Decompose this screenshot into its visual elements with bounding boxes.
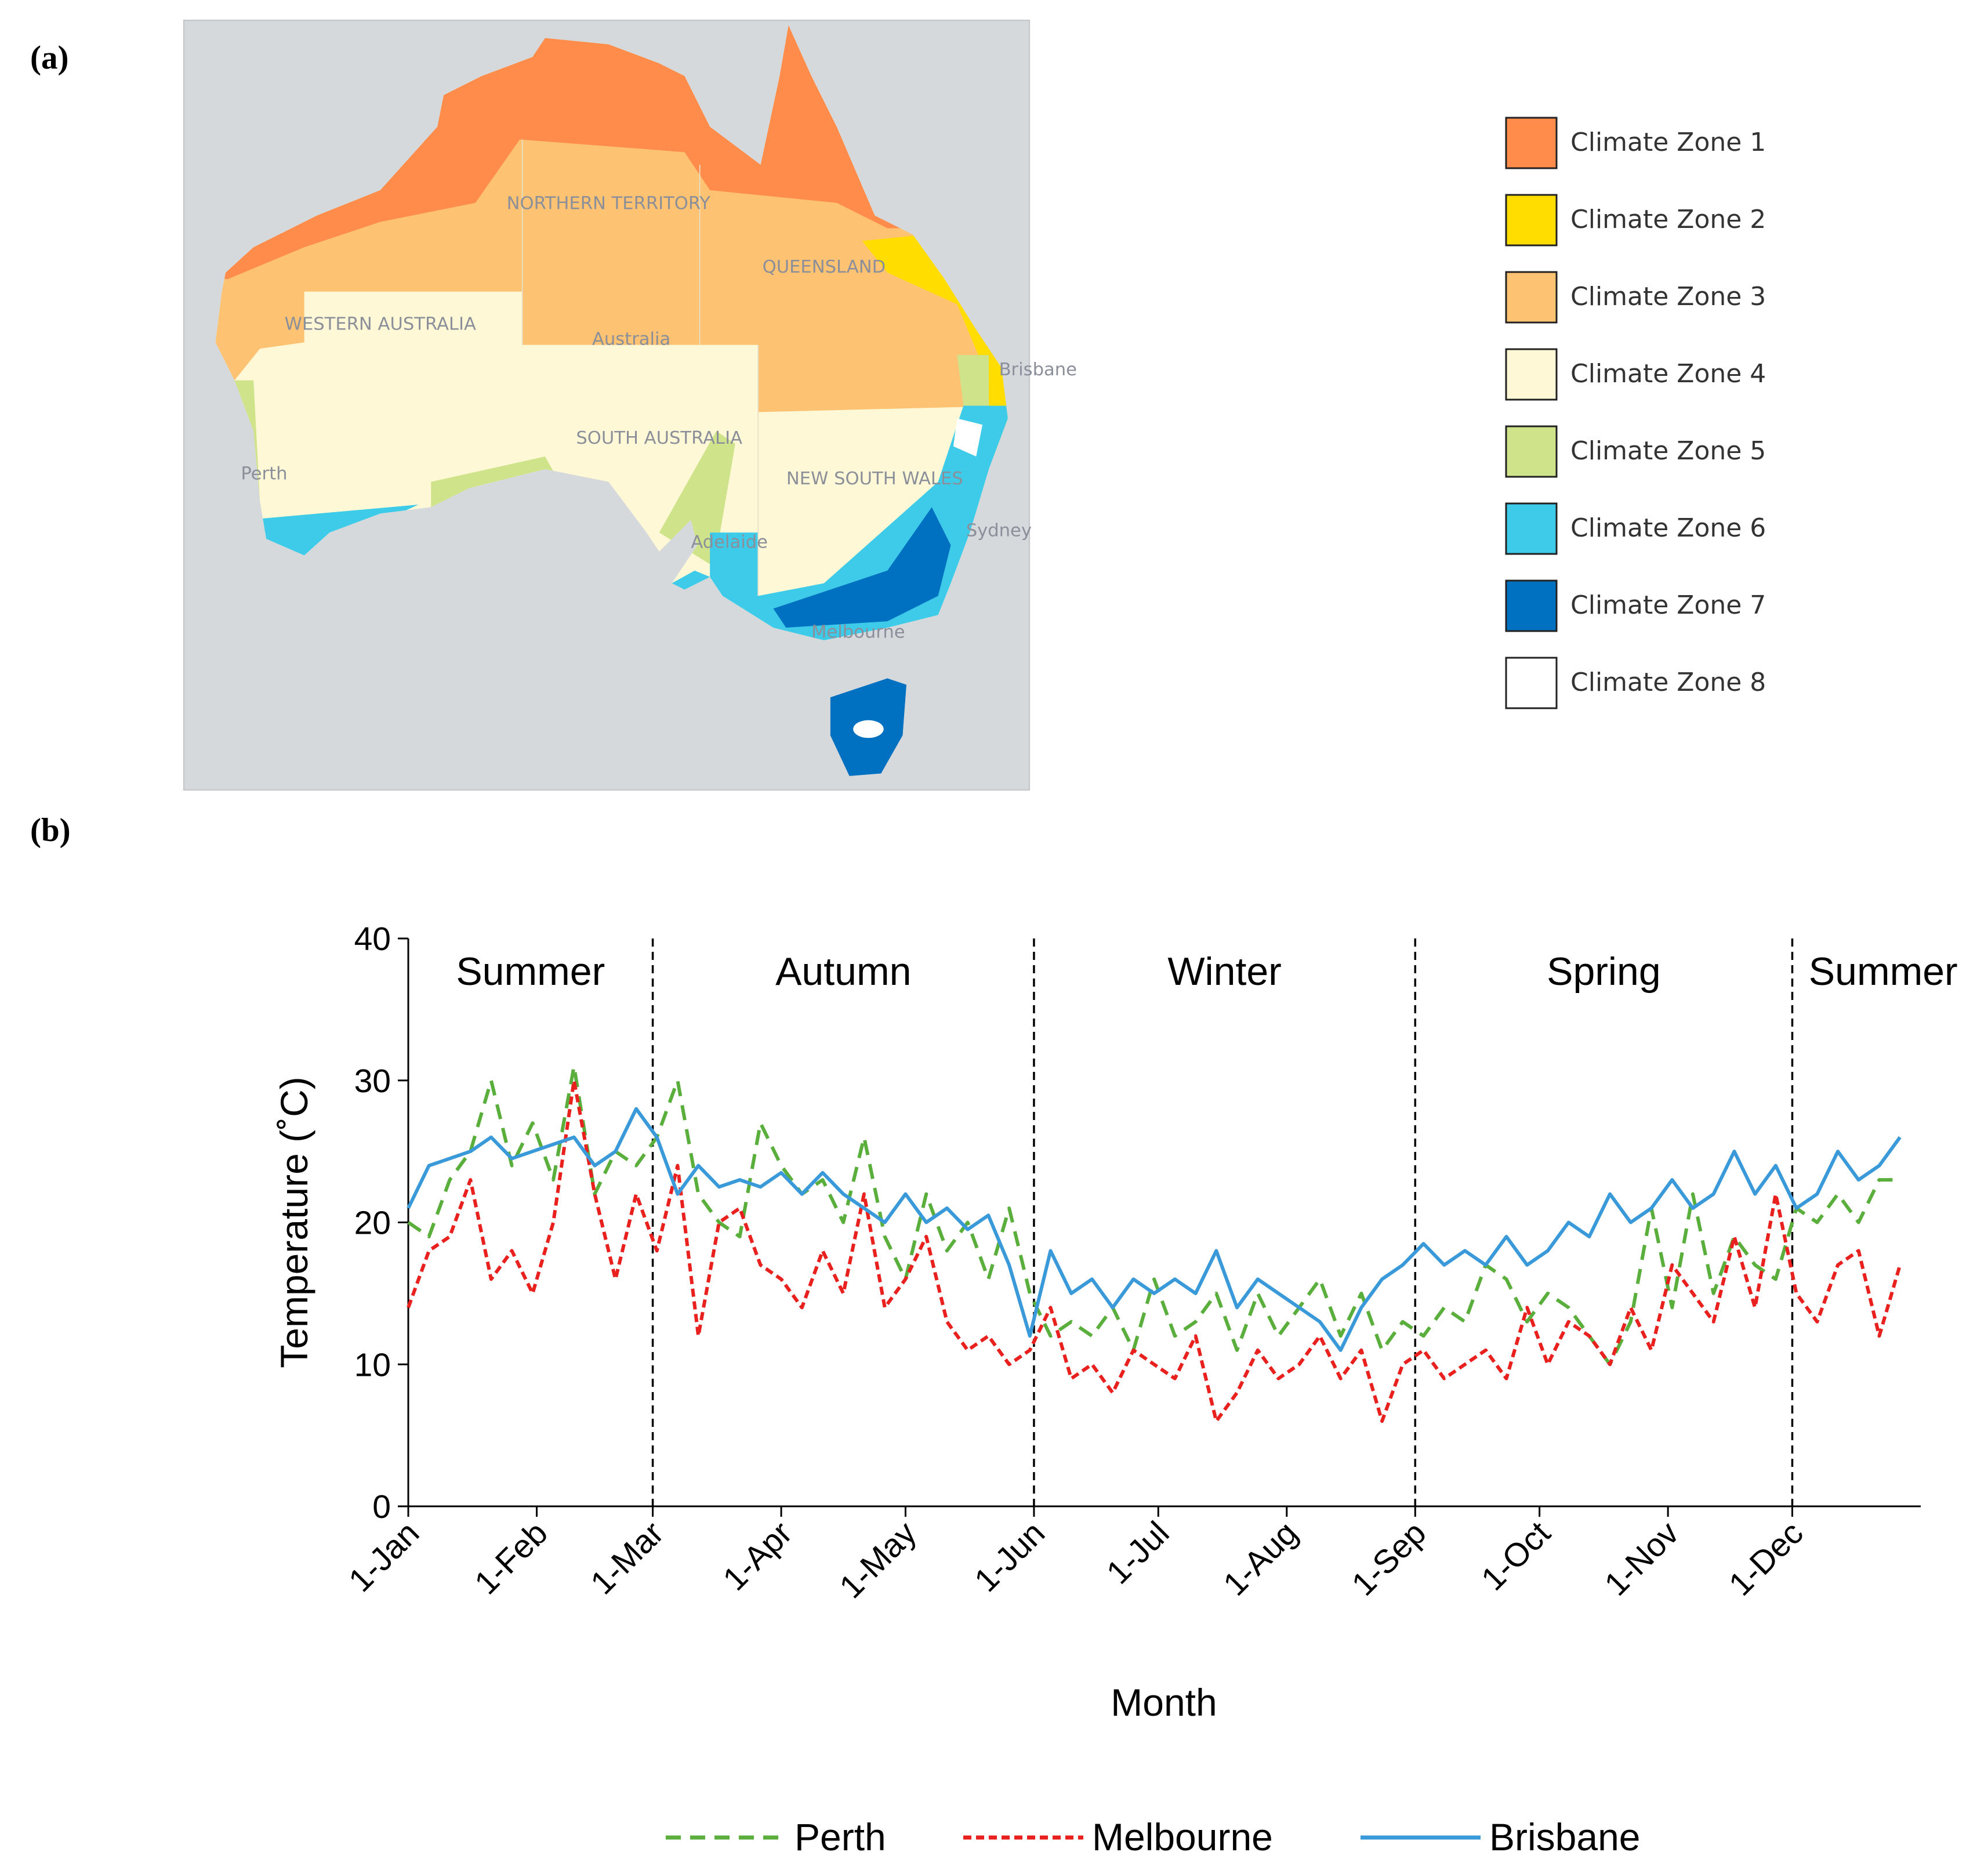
y-tick-label: 0 bbox=[372, 1488, 391, 1525]
map-label: NEW SOUTH WALES bbox=[786, 469, 963, 489]
legend-swatch bbox=[1505, 502, 1558, 555]
x-tick-label: 1-Feb bbox=[467, 1514, 555, 1602]
legend-label: Climate Zone 1 bbox=[1570, 128, 1766, 157]
legend-swatch bbox=[1505, 657, 1558, 709]
season-label: Summer bbox=[1809, 950, 1958, 994]
map-label: Brisbane bbox=[999, 360, 1077, 380]
x-tick-label: 1-Apr bbox=[716, 1514, 799, 1598]
x-tick-label: 1-Jul bbox=[1100, 1514, 1177, 1592]
x-tick-label: 1-Jan bbox=[342, 1514, 426, 1599]
season-label: Autumn bbox=[775, 950, 911, 994]
season-label: Winter bbox=[1167, 950, 1281, 994]
legend-label: Climate Zone 8 bbox=[1570, 668, 1766, 697]
map-label: Australia bbox=[592, 329, 670, 350]
map-label: Adelaide bbox=[691, 532, 768, 552]
y-tick-label: 10 bbox=[354, 1346, 391, 1383]
x-tick-label: 1-Dec bbox=[1722, 1514, 1811, 1603]
legend-label: Melbourne bbox=[1092, 1815, 1273, 1858]
map-label: Sydney bbox=[966, 521, 1032, 541]
map-label: Melbourne bbox=[811, 622, 905, 643]
x-tick-label: 1-Aug bbox=[1216, 1514, 1305, 1603]
panel-label: (a) bbox=[30, 39, 68, 76]
legend-label: Climate Zone 6 bbox=[1570, 513, 1766, 543]
map: WESTERN AUSTRALIA NORTHERN TERRITORY QUE… bbox=[183, 19, 1077, 791]
season-label: Spring bbox=[1547, 950, 1661, 994]
legend-label: Climate Zone 7 bbox=[1570, 590, 1766, 620]
legend-label: Climate Zone 4 bbox=[1570, 359, 1766, 389]
kangaroo-island bbox=[672, 570, 710, 590]
series-line bbox=[407, 1064, 1900, 1367]
legend-swatch bbox=[1505, 117, 1558, 169]
y-axis-title: Temperature (˚C) bbox=[273, 1077, 315, 1368]
panel-label: (b) bbox=[30, 812, 71, 849]
map-legend: Climate Zone 1 Climate Zone 2 Climate Zone… bbox=[1505, 117, 1766, 709]
y-tick-label: 30 bbox=[354, 1063, 391, 1100]
legend-swatch bbox=[1505, 348, 1558, 401]
y-tick-label: 40 bbox=[354, 920, 391, 958]
legend-swatch bbox=[1505, 579, 1558, 632]
legend-swatch bbox=[1505, 194, 1558, 247]
legend-swatch bbox=[1505, 271, 1558, 324]
chart: 0 10 20 30 40 1-Jan 1-Feb 1-Mar 1-Apr 1-May 1-Jun 1… bbox=[273, 920, 1958, 1858]
x-tick-label: 1-Jun bbox=[967, 1514, 1052, 1599]
legend-label: Climate Zone 3 bbox=[1570, 282, 1766, 311]
legend-label: Climate Zone 5 bbox=[1570, 436, 1766, 466]
map-label: QUEENSLAND bbox=[763, 257, 886, 277]
y-tick-label: 20 bbox=[354, 1205, 391, 1242]
legend-label: Climate Zone 2 bbox=[1570, 205, 1766, 234]
legend-label: Brisbane bbox=[1489, 1815, 1641, 1858]
series-line bbox=[407, 1107, 1902, 1352]
x-tick-label: 1-Mar bbox=[583, 1514, 671, 1602]
map-label: NORTHERN TERRITORY bbox=[507, 194, 711, 214]
map-label: Perth bbox=[241, 463, 287, 484]
series-line bbox=[407, 1078, 1902, 1423]
tasmania-highland bbox=[853, 720, 884, 738]
x-tick-label: 1-May bbox=[832, 1514, 924, 1606]
x-tick-label: 1-Sep bbox=[1345, 1514, 1434, 1603]
season-label: Summer bbox=[456, 950, 605, 994]
legend-swatch bbox=[1505, 425, 1558, 478]
x-tick-label: 1-Oct bbox=[1474, 1514, 1558, 1598]
legend-label: Perth bbox=[795, 1815, 886, 1858]
x-axis-title: Month bbox=[1111, 1681, 1217, 1724]
map-label: SOUTH AUSTRALIA bbox=[576, 428, 742, 448]
x-tick-label: 1-Nov bbox=[1598, 1514, 1686, 1603]
map-label: WESTERN AUSTRALIA bbox=[285, 314, 476, 334]
